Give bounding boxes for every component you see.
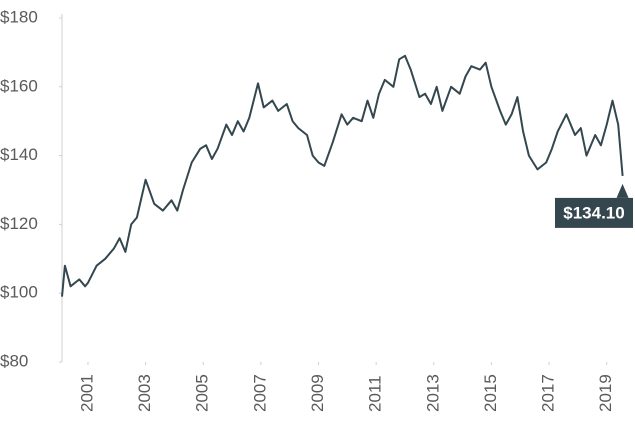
label-box [555,197,633,228]
y-tick-label: $160 [0,76,38,95]
x-tick-label: 2001 [77,374,96,412]
y-tick-label: $120 [0,214,38,233]
x-tick-label: 2009 [308,374,327,412]
x-tick-label: 2011 [366,375,385,412]
x-tick-label: 2005 [193,374,212,412]
x-tick-label: 2003 [135,374,154,412]
price-line [61,54,624,297]
x-tick-label: 2015 [481,374,500,412]
y-tick-label: $80 [0,351,28,370]
x-tick-label: 2019 [596,374,615,412]
y-tick-label: $140 [0,145,38,164]
end-label: $134.10 [563,203,624,222]
y-tick-label: $100 [0,283,38,302]
y-tick-label: $180 [0,7,38,26]
x-tick-label: 2013 [423,374,442,412]
x-tick-label: 2017 [539,374,558,412]
x-tick-label: 2007 [250,374,269,412]
label-pointer [616,183,629,198]
